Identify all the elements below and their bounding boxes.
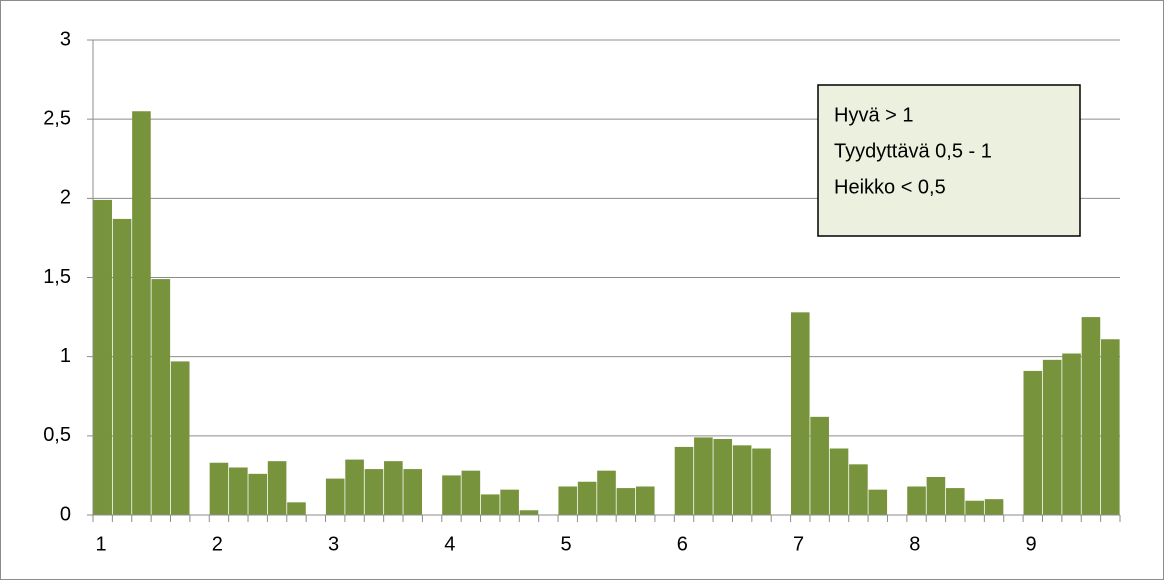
- y-tick-label: 2,5: [43, 107, 71, 129]
- bar: [112, 218, 132, 515]
- bar: [403, 469, 423, 515]
- bar: [1081, 317, 1101, 515]
- y-tick-label: 0: [60, 503, 71, 525]
- bar: [984, 499, 1004, 515]
- y-tick-label: 0,5: [43, 424, 71, 446]
- bar: [694, 437, 713, 515]
- annotation-box: [817, 84, 1081, 237]
- bar: [345, 459, 364, 515]
- bar: [325, 478, 345, 515]
- bar: [132, 111, 151, 515]
- bar: [364, 469, 384, 515]
- bar: [500, 489, 519, 515]
- x-tick-label: 9: [1026, 533, 1037, 555]
- bar: [732, 445, 752, 515]
- annotation: Hyvä > 1: [834, 104, 913, 126]
- bar: [248, 473, 268, 515]
- x-tick-label: 3: [328, 533, 339, 555]
- bar: [461, 470, 481, 515]
- bar: [790, 312, 810, 515]
- x-tick-label: 6: [677, 533, 688, 555]
- bar: [965, 500, 984, 515]
- bar: [926, 477, 946, 515]
- bar: [829, 448, 849, 515]
- y-tick-label: 1: [60, 345, 71, 367]
- bar: [1062, 353, 1081, 515]
- bar: [674, 446, 694, 515]
- bar: [287, 502, 306, 515]
- bar: [384, 461, 403, 515]
- bar: [1101, 339, 1120, 515]
- bar: [151, 279, 171, 515]
- legend-box: Hyvä > 1 Tyydyttävä 0,5 - 1 Heikko < 0,5: [817, 84, 1081, 237]
- bar: [480, 494, 500, 515]
- annotation: Tyydyttävä 0,5 - 1: [834, 140, 992, 162]
- x-tick-label: 5: [560, 533, 571, 555]
- bar: [577, 481, 597, 515]
- bar: [229, 467, 248, 515]
- bar: [616, 488, 636, 515]
- bar: [93, 199, 112, 515]
- bar: [849, 464, 868, 515]
- x-tick-label: 4: [444, 533, 455, 555]
- bar: [810, 416, 829, 515]
- bar: [868, 489, 888, 515]
- bar: [519, 510, 539, 515]
- bar: [635, 486, 655, 515]
- y-tick-label: 2: [60, 187, 71, 209]
- x-tick-label: 1: [95, 533, 106, 555]
- annotation: Heikko < 0,5: [834, 176, 946, 198]
- bar: [907, 486, 926, 515]
- x-tick-label: 8: [909, 533, 920, 555]
- y-tick-label: 3: [60, 28, 71, 50]
- bar: [713, 439, 733, 515]
- bar: [442, 475, 461, 515]
- bar: [1042, 359, 1062, 515]
- x-tick-label: 7: [793, 533, 804, 555]
- x-tick-label: 2: [212, 533, 223, 555]
- y-tick-label: 1,5: [43, 266, 71, 288]
- bar: [752, 448, 771, 515]
- bar: [558, 486, 578, 515]
- bar: [945, 488, 965, 515]
- bar: [597, 470, 616, 515]
- bar: [1023, 370, 1043, 515]
- bar: [209, 462, 229, 515]
- bar: [267, 461, 287, 515]
- bar: [170, 361, 190, 515]
